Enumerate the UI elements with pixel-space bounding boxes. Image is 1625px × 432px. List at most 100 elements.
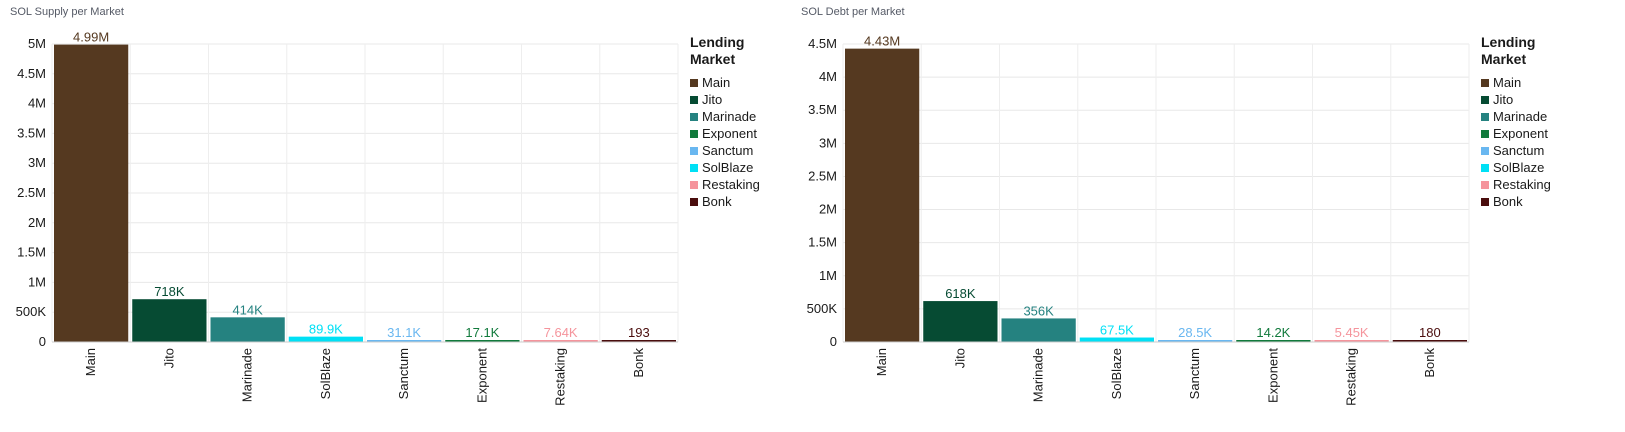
x-tick-label: Jito	[952, 348, 967, 368]
supply-chart-panel: SOL Supply per Market 0 500K 1M 1.5M 2M 2.5M 3…	[0, 0, 800, 432]
y-tick-label: 1.5M	[17, 245, 46, 260]
bar-jito[interactable]	[132, 299, 207, 342]
legend-swatch	[1481, 197, 1489, 206]
bar-restaking[interactable]	[1314, 340, 1389, 342]
legend-swatch	[690, 163, 698, 172]
bar-main[interactable]	[845, 48, 920, 342]
legend-item-bonk[interactable]: Bonk	[1481, 193, 1551, 210]
legend-label: Bonk	[1493, 194, 1523, 209]
data-label: 67.5K	[1100, 323, 1134, 338]
bar-exponent[interactable]	[445, 340, 520, 342]
legend-item-sanctum[interactable]: Sanctum	[1481, 142, 1551, 159]
legend-swatch	[690, 146, 698, 155]
y-tick-label: 500K	[807, 301, 838, 316]
debt-chart-panel: SOL Debt per Market 0 500K 1M 1.5M 2M 2.5M 3M 3…	[791, 0, 1591, 432]
data-label: 356K	[1023, 303, 1054, 318]
x-tick-label: Restaking	[553, 348, 568, 406]
legend-swatch	[1481, 112, 1489, 121]
legend-swatch	[1481, 78, 1489, 87]
legend-label: Main	[702, 75, 731, 90]
bar-sanctum[interactable]	[367, 340, 442, 342]
x-tick-label: SolBlaze	[1109, 348, 1124, 399]
y-tick-label: 2M	[819, 202, 837, 217]
data-label: 414K	[232, 302, 263, 317]
chart-legend: Lending Market Main Jito Marinade Exponent S…	[690, 34, 760, 210]
x-tick-label: Sanctum	[1187, 348, 1202, 399]
y-tick-label: 4.5M	[808, 36, 837, 51]
legend-item-solblaze[interactable]: SolBlaze	[690, 159, 760, 176]
x-tick-label: Main	[874, 348, 889, 376]
data-label: 7.64K	[544, 325, 578, 340]
legend-item-marinade[interactable]: Marinade	[690, 108, 760, 125]
y-tick-label: 3.5M	[808, 102, 837, 117]
x-tick-label: SolBlaze	[318, 348, 333, 399]
data-label: 89.9K	[309, 322, 343, 337]
legend-label: Jito	[702, 92, 723, 107]
x-tick-label: Main	[83, 348, 98, 376]
data-label: 5.45K	[1335, 325, 1369, 340]
legend-swatch	[1481, 95, 1489, 104]
bar-solblaze[interactable]	[1079, 337, 1154, 342]
y-tick-label: 500K	[16, 304, 47, 319]
chart-legend: Lending Market Main Jito Marinade Exponent S…	[1481, 34, 1551, 210]
data-label: 28.5K	[1178, 325, 1212, 340]
x-tick-label: Restaking	[1344, 348, 1359, 406]
legend-swatch	[1481, 129, 1489, 138]
bar-bonk[interactable]	[601, 340, 676, 342]
legend-item-main[interactable]: Main	[690, 74, 760, 91]
y-tick-label: 3M	[819, 135, 837, 150]
data-label: 31.1K	[387, 325, 421, 340]
legend-item-jito[interactable]: Jito	[690, 91, 760, 108]
y-tick-label: 4M	[28, 96, 46, 111]
legend-item-bonk[interactable]: Bonk	[690, 193, 760, 210]
legend-item-main[interactable]: Main	[1481, 74, 1551, 91]
legend-swatch	[690, 78, 698, 87]
y-tick-label: 3M	[28, 155, 46, 170]
legend-label: SolBlaze	[1493, 160, 1545, 175]
y-tick-label: 4.5M	[17, 66, 46, 81]
legend-item-solblaze[interactable]: SolBlaze	[1481, 159, 1551, 176]
y-tick-label: 2M	[28, 215, 46, 230]
bar-marinade[interactable]	[210, 317, 285, 342]
bar-sanctum[interactable]	[1158, 340, 1233, 342]
legend-item-restaking[interactable]: Restaking	[690, 176, 760, 193]
legend-item-restaking[interactable]: Restaking	[1481, 176, 1551, 193]
x-tick-label: Bonk	[1422, 348, 1437, 378]
data-label: 17.1K	[465, 325, 499, 340]
y-tick-label: 3.5M	[17, 125, 46, 140]
legend-items: Main Jito Marinade Exponent Sanctum SolBlaze R…	[690, 74, 760, 210]
legend-item-sanctum[interactable]: Sanctum	[690, 142, 760, 159]
y-tick-label: 2.5M	[17, 185, 46, 200]
legend-swatch	[1481, 163, 1489, 172]
bar-solblaze[interactable]	[288, 336, 363, 342]
legend-title: Lending Market	[690, 34, 745, 67]
legend-label: Main	[1493, 75, 1522, 90]
legend-label: Marinade	[1493, 109, 1548, 124]
y-tick-label: 5M	[28, 36, 46, 51]
x-tick-label: Sanctum	[396, 348, 411, 399]
y-tick-label: 0	[39, 334, 46, 349]
legend-item-marinade[interactable]: Marinade	[1481, 108, 1551, 125]
legend-item-exponent[interactable]: Exponent	[1481, 125, 1551, 142]
legend-label: Exponent	[1493, 126, 1548, 141]
legend-title: Lending Market	[1481, 34, 1536, 67]
legend-swatch	[690, 112, 698, 121]
legend-swatch	[1481, 146, 1489, 155]
data-label: 180	[1419, 325, 1441, 340]
debt-chart: 0 500K 1M 1.5M 2M 2.5M 3M 3.5M 4M 4.5M 4.43M Main 61…	[807, 34, 1470, 406]
legend-item-jito[interactable]: Jito	[1481, 91, 1551, 108]
x-tick-label: Exponent	[1265, 348, 1280, 403]
bar-restaking[interactable]	[523, 340, 598, 342]
legend-swatch	[690, 129, 698, 138]
bar-marinade[interactable]	[1001, 318, 1076, 342]
bar-bonk[interactable]	[1392, 340, 1467, 342]
legend-label: Restaking	[1493, 177, 1551, 192]
bar-main[interactable]	[54, 44, 129, 342]
bar-exponent[interactable]	[1236, 340, 1311, 342]
data-label: 14.2K	[1256, 325, 1290, 340]
bar-jito[interactable]	[923, 301, 998, 342]
data-label: 618K	[945, 286, 976, 301]
legend-item-exponent[interactable]: Exponent	[690, 125, 760, 142]
y-tick-label: 0	[830, 334, 837, 349]
chart-title: SOL Supply per Market	[10, 6, 124, 18]
